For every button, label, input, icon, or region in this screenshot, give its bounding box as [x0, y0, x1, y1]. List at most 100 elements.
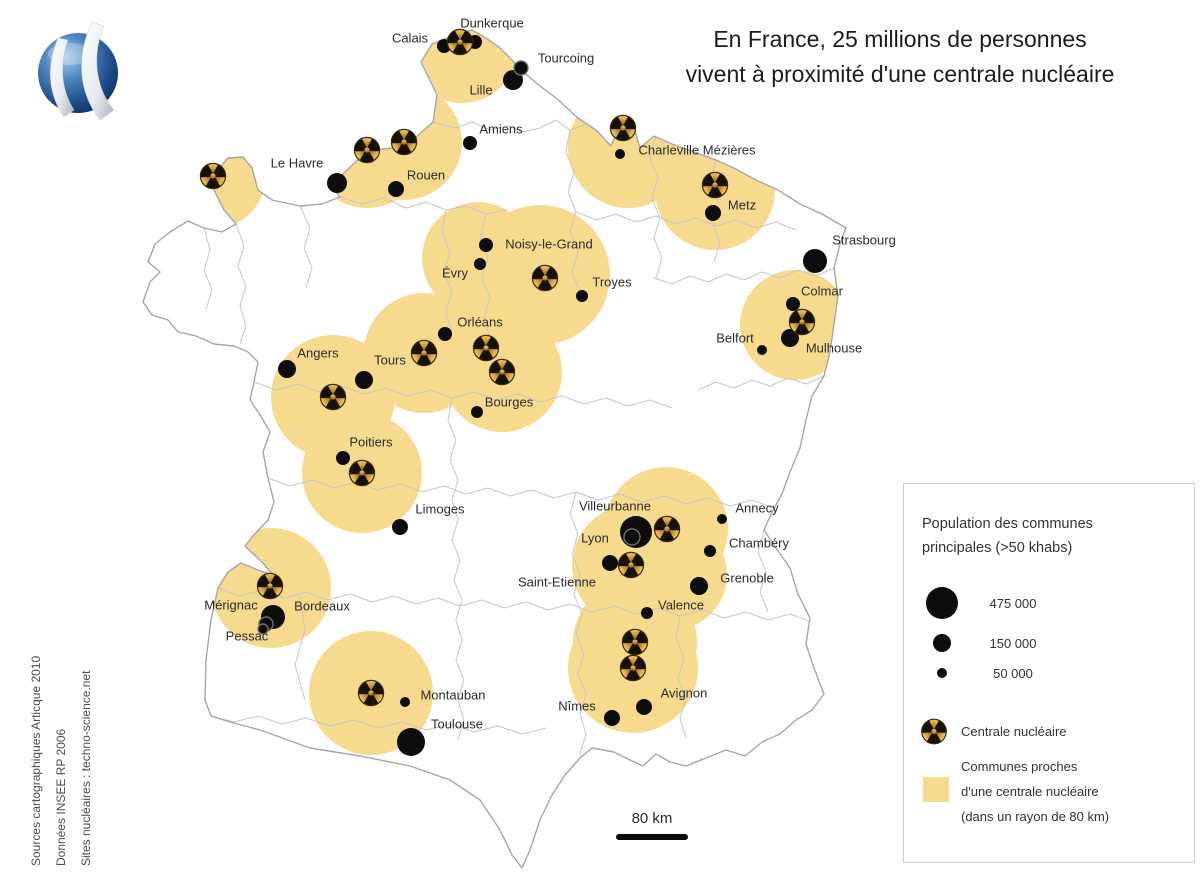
city-label: Amiens	[479, 121, 523, 136]
legend-zone-label: Communes proches d'une centrale nucléair…	[961, 759, 1110, 824]
population-size-label: 150 000	[989, 635, 1037, 651]
scale-bar: 80 km	[612, 810, 692, 840]
city-label: Saint-Etienne	[518, 574, 596, 589]
city-dot	[257, 623, 269, 635]
city-dot	[803, 249, 827, 273]
city-dot	[786, 297, 800, 311]
city-dot	[400, 697, 410, 707]
city-label: Metz	[728, 197, 756, 212]
radiation-icon	[617, 551, 645, 579]
city-dot	[474, 258, 486, 270]
city-label: Bordeaux	[294, 598, 350, 613]
legend-zone-row: Communes proches d'une centrale nucléair…	[923, 754, 1109, 829]
city-dot	[479, 238, 493, 252]
city-label: Pessac	[226, 628, 269, 643]
city-label: Tours	[374, 352, 406, 367]
city-dot	[471, 406, 483, 418]
legend-size-row: 50 000	[920, 665, 1058, 681]
radiation-icon	[472, 334, 500, 362]
city-label: Mulhouse	[806, 340, 862, 355]
city-dot	[438, 327, 452, 341]
sources-credit: Sources cartographiques Articque 2010 Do…	[24, 536, 99, 866]
city-label: Annecy	[735, 500, 779, 515]
city-label: Évry	[442, 265, 469, 280]
city-label: Dunkerque	[460, 15, 524, 30]
city-label: Noisy-le-Grand	[505, 236, 592, 251]
scale-bar-line	[616, 834, 688, 840]
population-circle	[937, 668, 947, 678]
radiation-icon	[319, 383, 347, 411]
city-label: Grenoble	[720, 570, 773, 585]
city-label: Limoges	[415, 501, 465, 516]
map-title-line-2: vivent à proximité d'une centrale nucléa…	[685, 61, 1115, 87]
city-label: Angers	[297, 345, 339, 360]
city-label: Orléans	[457, 314, 503, 329]
city-dot	[336, 451, 350, 465]
city-label: Troyes	[592, 274, 632, 289]
city-label: Villeurbanne	[579, 498, 651, 513]
radiation-icon	[488, 358, 516, 386]
radiation-icon	[920, 718, 948, 745]
city-dot	[705, 205, 721, 221]
legend-box: Population des communes principales (>50…	[903, 483, 1195, 863]
radiation-icon	[446, 28, 474, 56]
city-dot	[690, 577, 708, 595]
radiation-icon	[410, 339, 438, 367]
radiation-icon	[199, 162, 227, 190]
city-label: Poitiers	[349, 434, 393, 449]
population-circle	[926, 587, 958, 619]
city-dot	[388, 181, 404, 197]
legend-size-row: 475 000	[920, 584, 1058, 622]
legend-size-row: 150 000	[920, 631, 1058, 655]
city-label: Valence	[658, 597, 704, 612]
map-title: En France, 25 millions de personnes vive…	[620, 22, 1180, 92]
city-dot	[604, 710, 620, 726]
population-size-label: 475 000	[989, 595, 1037, 611]
city-dot	[602, 555, 618, 571]
city-dot	[463, 136, 477, 150]
radiation-icon	[653, 515, 681, 543]
source-line-3: Sites nucléaires : techno-science.net	[79, 670, 93, 866]
radiation-icon	[701, 171, 729, 199]
city-label: Calais	[392, 30, 429, 45]
city-dot	[513, 60, 529, 76]
city-dot	[641, 607, 653, 619]
city-label: Lyon	[581, 530, 609, 545]
city-labels-layer: Calais Dunkerque Lille Tourcoing Amiens Le Ha…	[204, 15, 896, 731]
city-label: Nîmes	[558, 698, 596, 713]
city-dots-layer	[257, 35, 827, 756]
legend-population-title: Population des communes principales (>50…	[922, 516, 1093, 556]
city-dot	[327, 173, 347, 193]
city-dot	[397, 728, 425, 756]
city-label: Le Havre	[271, 155, 324, 170]
city-dot	[278, 360, 296, 378]
source-line-2: Données INSEE RP 2006	[54, 728, 68, 866]
city-dot	[623, 528, 641, 546]
radiation-icon	[390, 128, 418, 156]
city-label: Montauban	[420, 687, 485, 702]
legend-plant-row: Centrale nucléaire	[920, 718, 1067, 745]
radiation-icon	[348, 459, 376, 487]
radiation-icon	[609, 114, 637, 142]
legend-plant-label: Centrale nucléaire	[961, 724, 1067, 739]
city-dot	[576, 290, 588, 302]
radiation-icon	[621, 628, 649, 656]
city-label: Tourcoing	[538, 50, 594, 65]
city-label: Bourges	[485, 394, 534, 409]
radiation-icon	[256, 572, 284, 600]
radiation-icon	[788, 308, 816, 336]
map-title-line-1: En France, 25 millions de personnes	[713, 26, 1087, 52]
city-dot	[704, 545, 716, 557]
population-size-label: 50 000	[993, 665, 1033, 681]
articque-logo	[28, 18, 128, 123]
logo-swoosh-left	[50, 37, 75, 118]
city-label: Rouen	[407, 167, 445, 182]
radiation-icon	[619, 654, 647, 682]
logo-swoosh-right	[81, 21, 115, 121]
city-dot	[355, 371, 373, 389]
zone-color-swatch	[923, 777, 949, 802]
city-label: Belfort	[716, 330, 754, 345]
city-dot	[717, 514, 727, 524]
source-line-1: Sources cartographiques Articque 2010	[29, 655, 43, 866]
